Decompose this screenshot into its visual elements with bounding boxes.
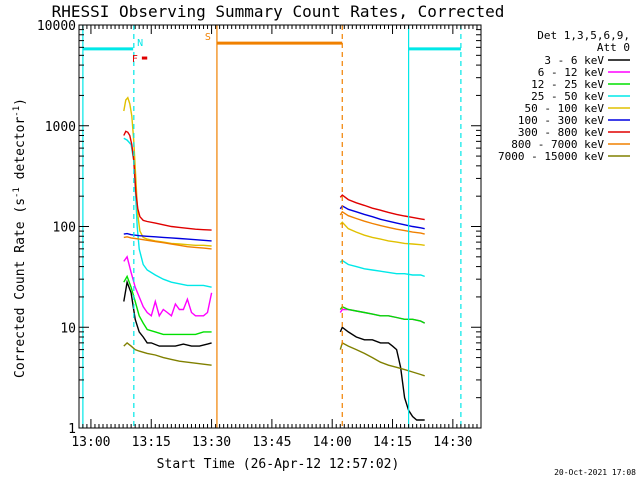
x-tick-label-1: 13:00 bbox=[71, 435, 110, 450]
annotation-label-3: S bbox=[205, 32, 211, 43]
x-tick-label-6: 14:15 bbox=[373, 435, 412, 450]
series-layer bbox=[123, 96, 426, 421]
x-tick-label-4: 13:45 bbox=[252, 435, 291, 450]
x-axis-label: Start Time (26-Apr-12 12:57:02) bbox=[157, 457, 400, 472]
series-3-line-2 bbox=[339, 305, 426, 324]
series-1-line-1 bbox=[123, 279, 212, 347]
legend-label-3: 12 - 25 keV bbox=[531, 78, 604, 91]
series-9-line-2 bbox=[339, 341, 425, 377]
series-8-line-1 bbox=[123, 236, 212, 250]
y-tick-label-5: 10000 bbox=[37, 19, 76, 34]
x-tick-label-7: 14:30 bbox=[433, 435, 472, 450]
legend-label-1: 3 - 6 keV bbox=[544, 54, 604, 67]
series-3 bbox=[123, 274, 426, 336]
legend-label-4: 25 - 50 keV bbox=[531, 90, 604, 103]
series-9-line-1 bbox=[123, 341, 212, 366]
series-2-line-1 bbox=[123, 255, 213, 318]
legend-label-2: 6 - 12 keV bbox=[538, 66, 605, 79]
legend-label-5: 50 - 100 keV bbox=[525, 102, 605, 115]
x-tick-label-2: 13:15 bbox=[132, 435, 171, 450]
y-tick-label-2: 10 bbox=[60, 321, 76, 336]
series-8 bbox=[123, 210, 425, 250]
series-8-line-2 bbox=[339, 210, 425, 235]
series-1 bbox=[123, 279, 425, 421]
series-7 bbox=[123, 130, 425, 231]
series-7-line-1 bbox=[123, 130, 212, 231]
series-6-line-2 bbox=[339, 204, 425, 230]
series-6-line-1 bbox=[123, 232, 212, 242]
chart-title: RHESSI Observing Summary Count Rates, Co… bbox=[52, 2, 505, 21]
legend-label-9: 7000 - 15000 keV bbox=[498, 150, 604, 163]
y-axis-label: Corrected Count Rate (s-1 detector-1) bbox=[12, 98, 28, 378]
series-5-line-1 bbox=[123, 96, 212, 247]
legend-header-1: Det 1,3,5,6,9, bbox=[537, 29, 630, 42]
legend-label-7: 300 - 800 keV bbox=[518, 126, 604, 139]
series-5 bbox=[123, 96, 425, 247]
series-6 bbox=[123, 204, 425, 242]
series-7-line-2 bbox=[339, 194, 425, 221]
annotation-label-1: N bbox=[137, 38, 143, 49]
series-5-line-2 bbox=[339, 221, 425, 246]
x-tick-label-3: 13:30 bbox=[192, 435, 231, 450]
y-tick-label-4: 1000 bbox=[45, 120, 76, 135]
axis-layer: 13:00 13:15 13:30 13:45 14:00 14:15 14:30 1 10 10… bbox=[37, 19, 482, 450]
x-tick-label-5: 14:00 bbox=[313, 435, 352, 450]
series-9 bbox=[123, 341, 425, 377]
legend-label-6: 100 - 300 keV bbox=[518, 114, 604, 127]
plot-timestamp: 20-Oct-2021 17:08 bbox=[554, 468, 636, 477]
series-1-line-2 bbox=[339, 326, 425, 421]
annotation-label-2: F bbox=[132, 54, 138, 65]
y-tick-label-3: 100 bbox=[53, 221, 76, 236]
y-tick-label-1: 1 bbox=[68, 422, 76, 437]
legend-label-8: 800 - 7000 keV bbox=[511, 138, 604, 151]
series-3-line-1 bbox=[123, 274, 212, 336]
series-4-line-2 bbox=[339, 259, 425, 278]
legend-header-2: Att 0 bbox=[597, 41, 630, 54]
